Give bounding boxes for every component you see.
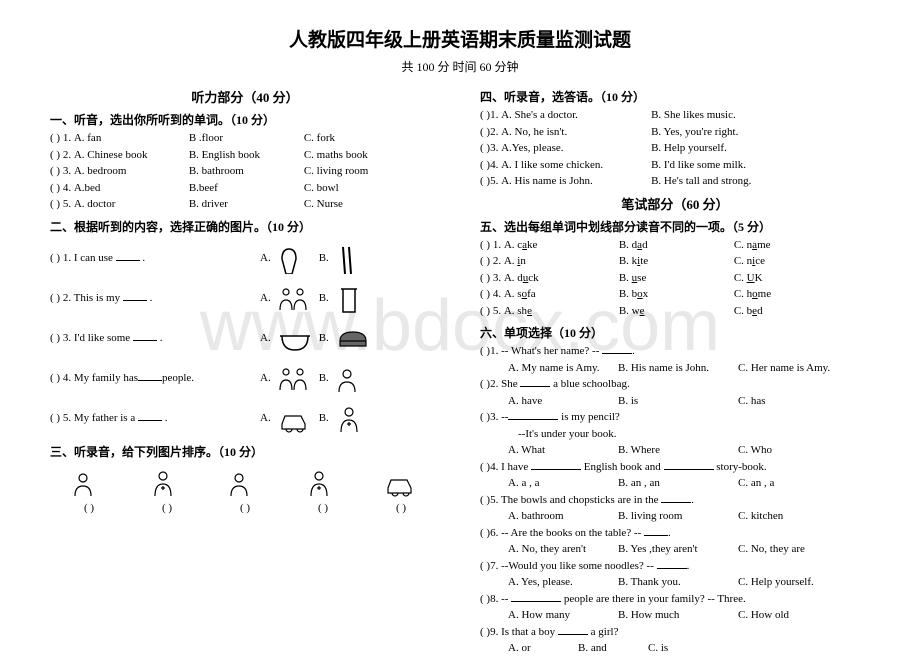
s6-q9: ( )9. Is that a boy a girl?	[480, 624, 870, 641]
s1-q3: ( ) 3. A. bedroomB. bathroomC. living ro…	[50, 163, 440, 180]
s6-q8: ( )8. -- people are there in your family…	[480, 591, 870, 608]
person5-icon	[383, 468, 419, 498]
person3-icon	[227, 468, 263, 498]
s4-q1: ( )1. A. She's a doctor.B. She likes mus…	[480, 107, 870, 124]
s5-q1: ( ) 1. A. cakeB. dadC. name	[480, 237, 870, 254]
s6-q8-opts: A. How manyB. How muchC. How old	[480, 607, 870, 624]
s6-q4: ( )4. I have English book and story-book…	[480, 459, 870, 476]
s6-q6: ( )6. -- Are the books on the table? -- …	[480, 525, 870, 542]
s5-title: 五、选出每组单词中划线部分读音不同的一项。（5 分）	[480, 218, 870, 235]
person2-icon	[149, 468, 185, 498]
left-column: 听力部分（40 分） 一、听音，选出你所听到的单词。（10 分） ( ) 1. …	[50, 83, 440, 657]
s5-q4: ( ) 4. A. sofaB. boxC. home	[480, 286, 870, 303]
seq-5: ( )	[383, 468, 419, 514]
s5-q2: ( ) 2. A. inB. kiteC. nice	[480, 253, 870, 270]
s6-q2: ( )2. She a blue schoolbag.	[480, 376, 870, 393]
s1-title: 一、听音，选出你所听到的单词。（10 分）	[50, 111, 440, 128]
s3-sequence: ( ) ( ) ( ) ( ) ( )	[50, 468, 440, 514]
doctor-icon	[335, 404, 371, 434]
bowl-icon	[277, 324, 313, 354]
s6-q3: ( )3. -- is my pencil?	[480, 409, 870, 426]
s1-q2: ( ) 2. A. Chinese bookB. English bookC. …	[50, 147, 440, 164]
s6-q7: ( )7. --Would you like some noodles? -- …	[480, 558, 870, 575]
s6-q9-opts: A. orB. andC. is	[480, 640, 870, 657]
s2-title: 二、根据听到的内容，选择正确的图片。（10 分）	[50, 218, 440, 235]
s6-title: 六、单项选择（10 分）	[480, 324, 870, 341]
s4-q5: ( )5. A. His name is John.B. He's tall a…	[480, 173, 870, 190]
s6-q5: ( )5. The bowls and chopsticks are in th…	[480, 492, 870, 509]
bread-icon	[335, 324, 371, 354]
s4-q4: ( )4. A. I like some chicken.B. I'd like…	[480, 157, 870, 174]
s6-q4-opts: A. a , aB. an , anC. an , a	[480, 475, 870, 492]
person1-icon	[71, 468, 107, 498]
s2-q2: ( ) 2. This is my . A. B.	[50, 283, 440, 315]
driver-icon	[277, 404, 313, 434]
s1-q4: ( ) 4. A.bedB.beefC. bowl	[50, 180, 440, 197]
s4-title: 四、听录音，选答语。（10 分）	[480, 88, 870, 105]
juice-icon	[335, 284, 371, 314]
s6-q3-opts: A. WhatB. WhereC. Who	[480, 442, 870, 459]
s4-q3: ( )3. A.Yes, please.B. Help yourself.	[480, 140, 870, 157]
two-columns: 听力部分（40 分） 一、听音，选出你所听到的单词。（10 分） ( ) 1. …	[50, 83, 870, 657]
person4-icon	[305, 468, 341, 498]
seq-4: ( )	[305, 468, 341, 514]
page-content: 人教版四年级上册英语期末质量监测试题 共 100 分 时间 60 分钟 听力部分…	[0, 0, 920, 667]
s3-title: 三、听录音，给下列图片排序。（10 分）	[50, 443, 440, 460]
family-icon	[277, 284, 313, 314]
s6-q3b: --It's under your book.	[480, 426, 870, 443]
s6-q6-opts: A. No, they aren'tB. Yes ,they aren'tC. …	[480, 541, 870, 558]
right-column: 四、听录音，选答语。（10 分） ( )1. A. She's a doctor…	[480, 83, 870, 657]
s5-q5: ( ) 5. A. sheB. weC. bed	[480, 303, 870, 320]
s2-q1: ( ) 1. I can use . A. B.	[50, 243, 440, 275]
seq-2: ( )	[149, 468, 185, 514]
s1-q1: ( ) 1. A. fanB .floorC. fork	[50, 130, 440, 147]
s4-q2: ( )2. A. No, he isn't.B. Yes, you're rig…	[480, 124, 870, 141]
s2-q4: ( ) 4. My family haspeople. A. B.	[50, 363, 440, 395]
seq-1: ( )	[71, 468, 107, 514]
s6-q2-opts: A. haveB. isC. has	[480, 393, 870, 410]
s5-q3: ( ) 3. A. duckB. useC. UK	[480, 270, 870, 287]
s2-q5: ( ) 5. My father is a . A. B.	[50, 403, 440, 435]
listening-header: 听力部分（40 分）	[50, 87, 440, 106]
exam-subtitle: 共 100 分 时间 60 分钟	[50, 58, 870, 75]
s6-q1: ( )1. -- What's her name? -- .	[480, 343, 870, 360]
family4-icon	[277, 364, 313, 394]
seq-3: ( )	[227, 468, 263, 514]
chopsticks-icon	[335, 244, 371, 274]
s6-q7-opts: A. Yes, please.B. Thank you.C. Help your…	[480, 574, 870, 591]
s6-q1-opts: A. My name is Amy.B. His name is John.C.…	[480, 360, 870, 377]
s2-q3: ( ) 3. I'd like some . A. B.	[50, 323, 440, 355]
written-header: 笔试部分（60 分）	[480, 194, 870, 213]
family3-icon	[335, 364, 371, 394]
s6-q5-opts: A. bathroomB. living roomC. kitchen	[480, 508, 870, 525]
s1-q5: ( ) 5. A. doctorB. driverC. Nurse	[50, 196, 440, 213]
exam-title: 人教版四年级上册英语期末质量监测试题	[50, 25, 870, 52]
spoon-icon	[277, 244, 313, 274]
